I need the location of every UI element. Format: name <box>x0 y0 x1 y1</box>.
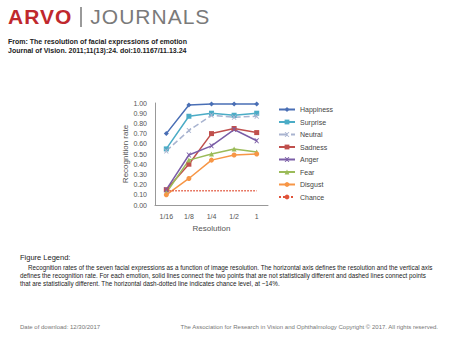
html-text:From: The resolution of facial: From: The resolution of facial expressio… <box>8 38 187 45</box>
svg-text:1/8: 1/8 <box>184 213 194 220</box>
svg-text:0.20: 0.20 <box>133 181 147 188</box>
html-text:ARVO: ARVO <box>8 5 73 28</box>
svg-text:0.70: 0.70 <box>133 130 147 137</box>
svg-text:0.90: 0.90 <box>133 110 147 117</box>
svg-text:Neutral: Neutral <box>300 131 323 138</box>
svg-text:0.30: 0.30 <box>133 171 147 178</box>
svg-text:Recognition rate: Recognition rate <box>121 124 130 183</box>
svg-text:1.00: 1.00 <box>133 100 147 107</box>
svg-text:0.80: 0.80 <box>133 120 147 127</box>
svg-text:Surprise: Surprise <box>300 119 326 127</box>
html-text:Date of download: 12/30/2017: Date of download: 12/30/2017 <box>20 324 101 330</box>
svg-text:Fear: Fear <box>300 169 315 176</box>
svg-text:Sadness: Sadness <box>300 144 328 151</box>
html-text:Figure Legend:: Figure Legend: <box>20 253 71 262</box>
svg-text:Happiness: Happiness <box>300 106 334 114</box>
svg-text:0.00: 0.00 <box>133 202 147 209</box>
html-text:Recognition rates of the seven: Recognition rates of the seven facial ex… <box>20 264 433 288</box>
svg-text:1/2: 1/2 <box>229 213 239 220</box>
html-text:The Association for Research i: The Association for Research in Vision a… <box>180 324 438 330</box>
html-text:Journal of Vision. 2011;11(13): Journal of Vision. 2011;11(13):24. doi:1… <box>8 47 187 54</box>
svg-text:Anger: Anger <box>300 156 319 164</box>
svg-text:0.10: 0.10 <box>133 191 147 198</box>
svg-text:1/16: 1/16 <box>159 213 173 220</box>
svg-text:0.60: 0.60 <box>133 140 147 147</box>
svg-text:Chance: Chance <box>300 194 324 201</box>
svg-text:Disgust: Disgust <box>300 181 323 189</box>
svg-text:1/4: 1/4 <box>207 213 217 220</box>
svg-text:0.40: 0.40 <box>133 161 147 168</box>
svg-text:1: 1 <box>255 213 259 220</box>
svg-text:0.50: 0.50 <box>133 151 147 158</box>
svg-text:Resolution: Resolution <box>193 224 231 233</box>
html-text:JOURNALS: JOURNALS <box>90 5 211 28</box>
